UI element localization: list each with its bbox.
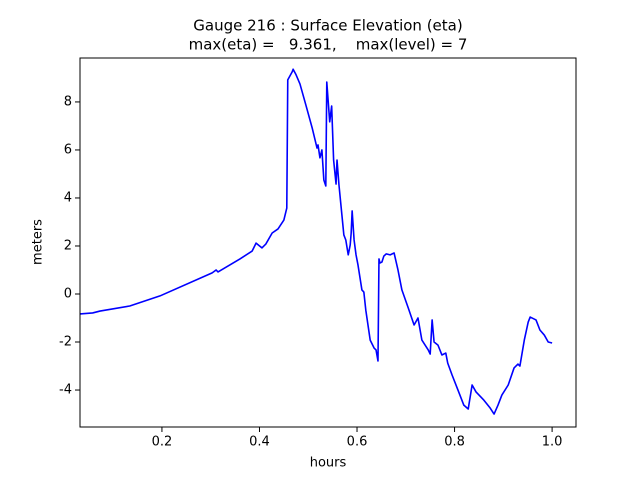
x-tick-label: 0.2 xyxy=(152,435,173,450)
x-tick-label: 1.0 xyxy=(542,435,563,450)
y-tick-label: -4 xyxy=(59,383,72,398)
y-tick-label: 4 xyxy=(64,190,72,205)
plot-frame xyxy=(79,57,577,428)
x-tick-label: 0.4 xyxy=(249,435,270,450)
chart-title: Gauge 216 : Surface Elevation (eta) xyxy=(193,17,462,35)
y-tick-label: 8 xyxy=(64,94,72,109)
y-tick-label: 6 xyxy=(64,142,72,157)
x-axis-label: hours xyxy=(310,456,347,471)
y-tick-label: 0 xyxy=(64,286,72,301)
y-tick-label: -2 xyxy=(59,335,72,350)
line-series xyxy=(80,68,553,415)
y-axis-label: meters xyxy=(31,219,46,265)
y-tick-label: 2 xyxy=(64,238,72,253)
chart-subtitle: max(eta) = 9.361, max(level) = 7 xyxy=(189,36,468,54)
x-tick-label: 0.8 xyxy=(444,435,465,450)
x-tick-label: 0.6 xyxy=(347,435,368,450)
